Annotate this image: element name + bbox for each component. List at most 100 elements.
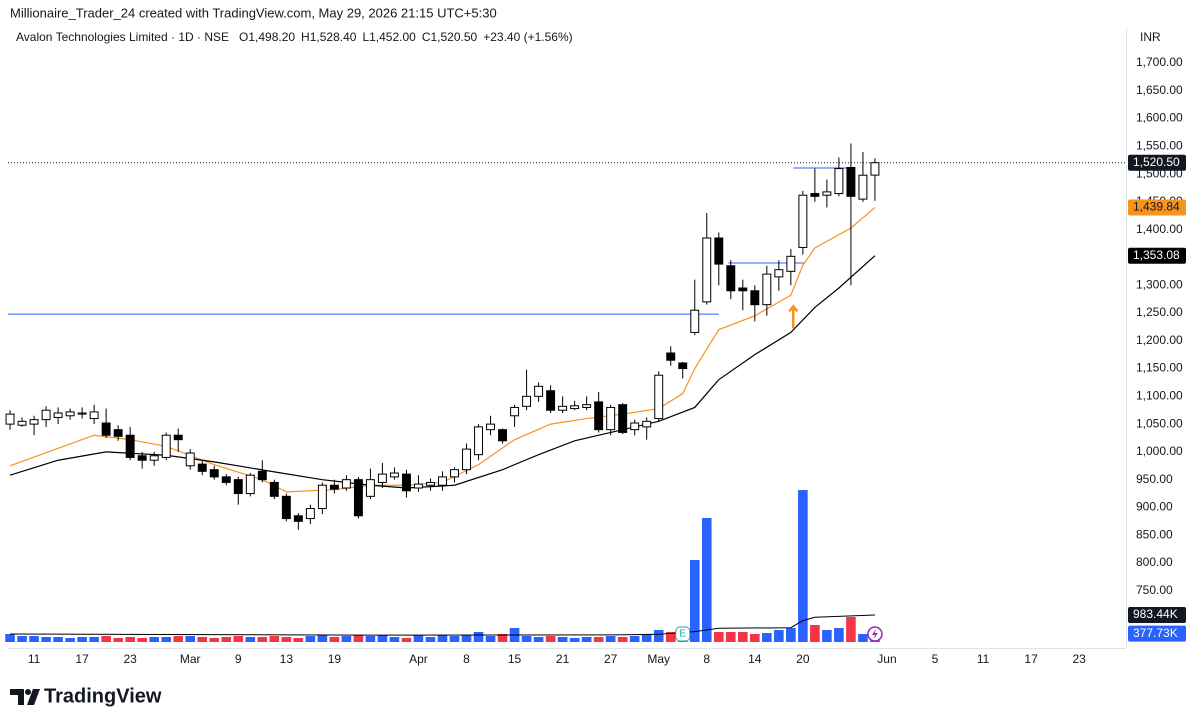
x-tick-label: 13 [280,652,294,666]
volume-bar [77,637,87,642]
candle-body [221,476,231,483]
volume-bar [305,636,316,642]
candle-body [414,483,423,489]
candle-body [317,484,327,510]
y-tick-label: 1,050.00 [1136,416,1183,430]
volume-bar [497,634,508,642]
candle-body [522,395,532,407]
legend-item: H1,528.40 [301,30,357,44]
candle-body [305,508,315,520]
candle-body [618,404,628,433]
candle-body [149,455,159,461]
candle-body [365,479,375,497]
volume-bar [353,634,364,642]
volume-bar [774,630,784,642]
volume-bar [557,637,568,642]
x-tick-label: 11 [28,652,41,666]
volume-bar [665,632,676,642]
volume-bar [29,636,39,642]
candle-body [233,479,243,495]
candle-body [353,479,363,517]
candle-body [137,455,147,461]
candle-body [462,448,471,471]
x-tick-label: 17 [1024,652,1038,666]
volume-bar [5,634,15,642]
y-tick-label: 1,200.00 [1136,333,1183,347]
volume-bar [834,627,844,642]
candle-body [642,420,652,428]
volume-bar [485,636,496,642]
candle-body [29,419,39,425]
candle-body [329,484,339,490]
x-tick-label: Apr [409,652,428,666]
volume-bar [197,637,208,642]
icon-shape [871,629,878,639]
last-price-label: 1,520.50 [1133,155,1180,169]
legend-item: C1,520.50 [422,30,478,44]
header: Millionaire_Trader_24 created with Tradi… [10,5,497,20]
volume-bar [461,634,472,642]
x-tick-label: May [647,652,670,666]
volume-bar [713,632,724,642]
candle-body [786,255,796,272]
candle-body [341,479,351,489]
y-tick-label: 1,100.00 [1136,389,1183,403]
y-tick-label: 850.00 [1136,527,1173,541]
candle-body [486,423,496,431]
volume-bar [17,636,27,642]
volume-bar [605,636,616,642]
y-tick-label: 1,000.00 [1136,444,1183,458]
candle-body [245,474,255,495]
x-tick-label: 17 [75,652,89,666]
volume-bar [581,637,592,642]
price-axis-border [1126,28,1127,648]
badge-shape [675,626,691,642]
volume-bar [293,637,304,642]
candle-body [750,290,760,306]
candle-body [834,168,844,195]
volume-bar [629,636,640,642]
volume-bar [545,636,556,642]
candle-body [77,412,87,415]
volume-bar [341,636,352,642]
volume-bar [89,637,99,642]
x-tick-label: 23 [123,652,137,666]
logo [10,689,40,705]
volume-bar [858,634,868,642]
candle-body [269,481,279,497]
candle-body [5,413,15,425]
y-tick-label: 900.00 [1136,500,1173,514]
x-tick-label: 19 [328,652,342,666]
candle-body [474,426,483,456]
volume-bar [329,637,340,642]
volume-bar [65,637,75,642]
volume-bar [173,636,184,642]
volume-label: 377.73K [1133,626,1178,640]
volume-ma-line [10,614,875,636]
y-tick-label: 800.00 [1136,555,1173,569]
candle-body [401,473,411,492]
volume-bar [449,636,460,642]
volume-bar [737,632,748,642]
x-tick-label: 9 [235,652,242,666]
candle-body [798,194,808,248]
volume-bar [161,637,172,642]
x-tick-label: 8 [463,652,470,666]
x-tick-label: Mar [180,652,201,666]
volume-bar [593,637,604,642]
volume-bar [413,634,424,642]
y-tick-label: 750.00 [1136,583,1173,597]
volume-bar [221,637,232,642]
candle-body [125,434,135,458]
volume-bar [269,636,280,642]
volume-bar [617,637,628,642]
x-tick-label: 23 [1072,652,1086,666]
candle-body [870,162,880,176]
volume-bar [822,630,832,642]
candle-body [582,404,592,408]
candle-body [774,269,784,278]
brand: TradingView [44,685,162,707]
volume-bar [149,637,159,642]
volume-bar [701,518,712,642]
candle-body [738,287,748,292]
